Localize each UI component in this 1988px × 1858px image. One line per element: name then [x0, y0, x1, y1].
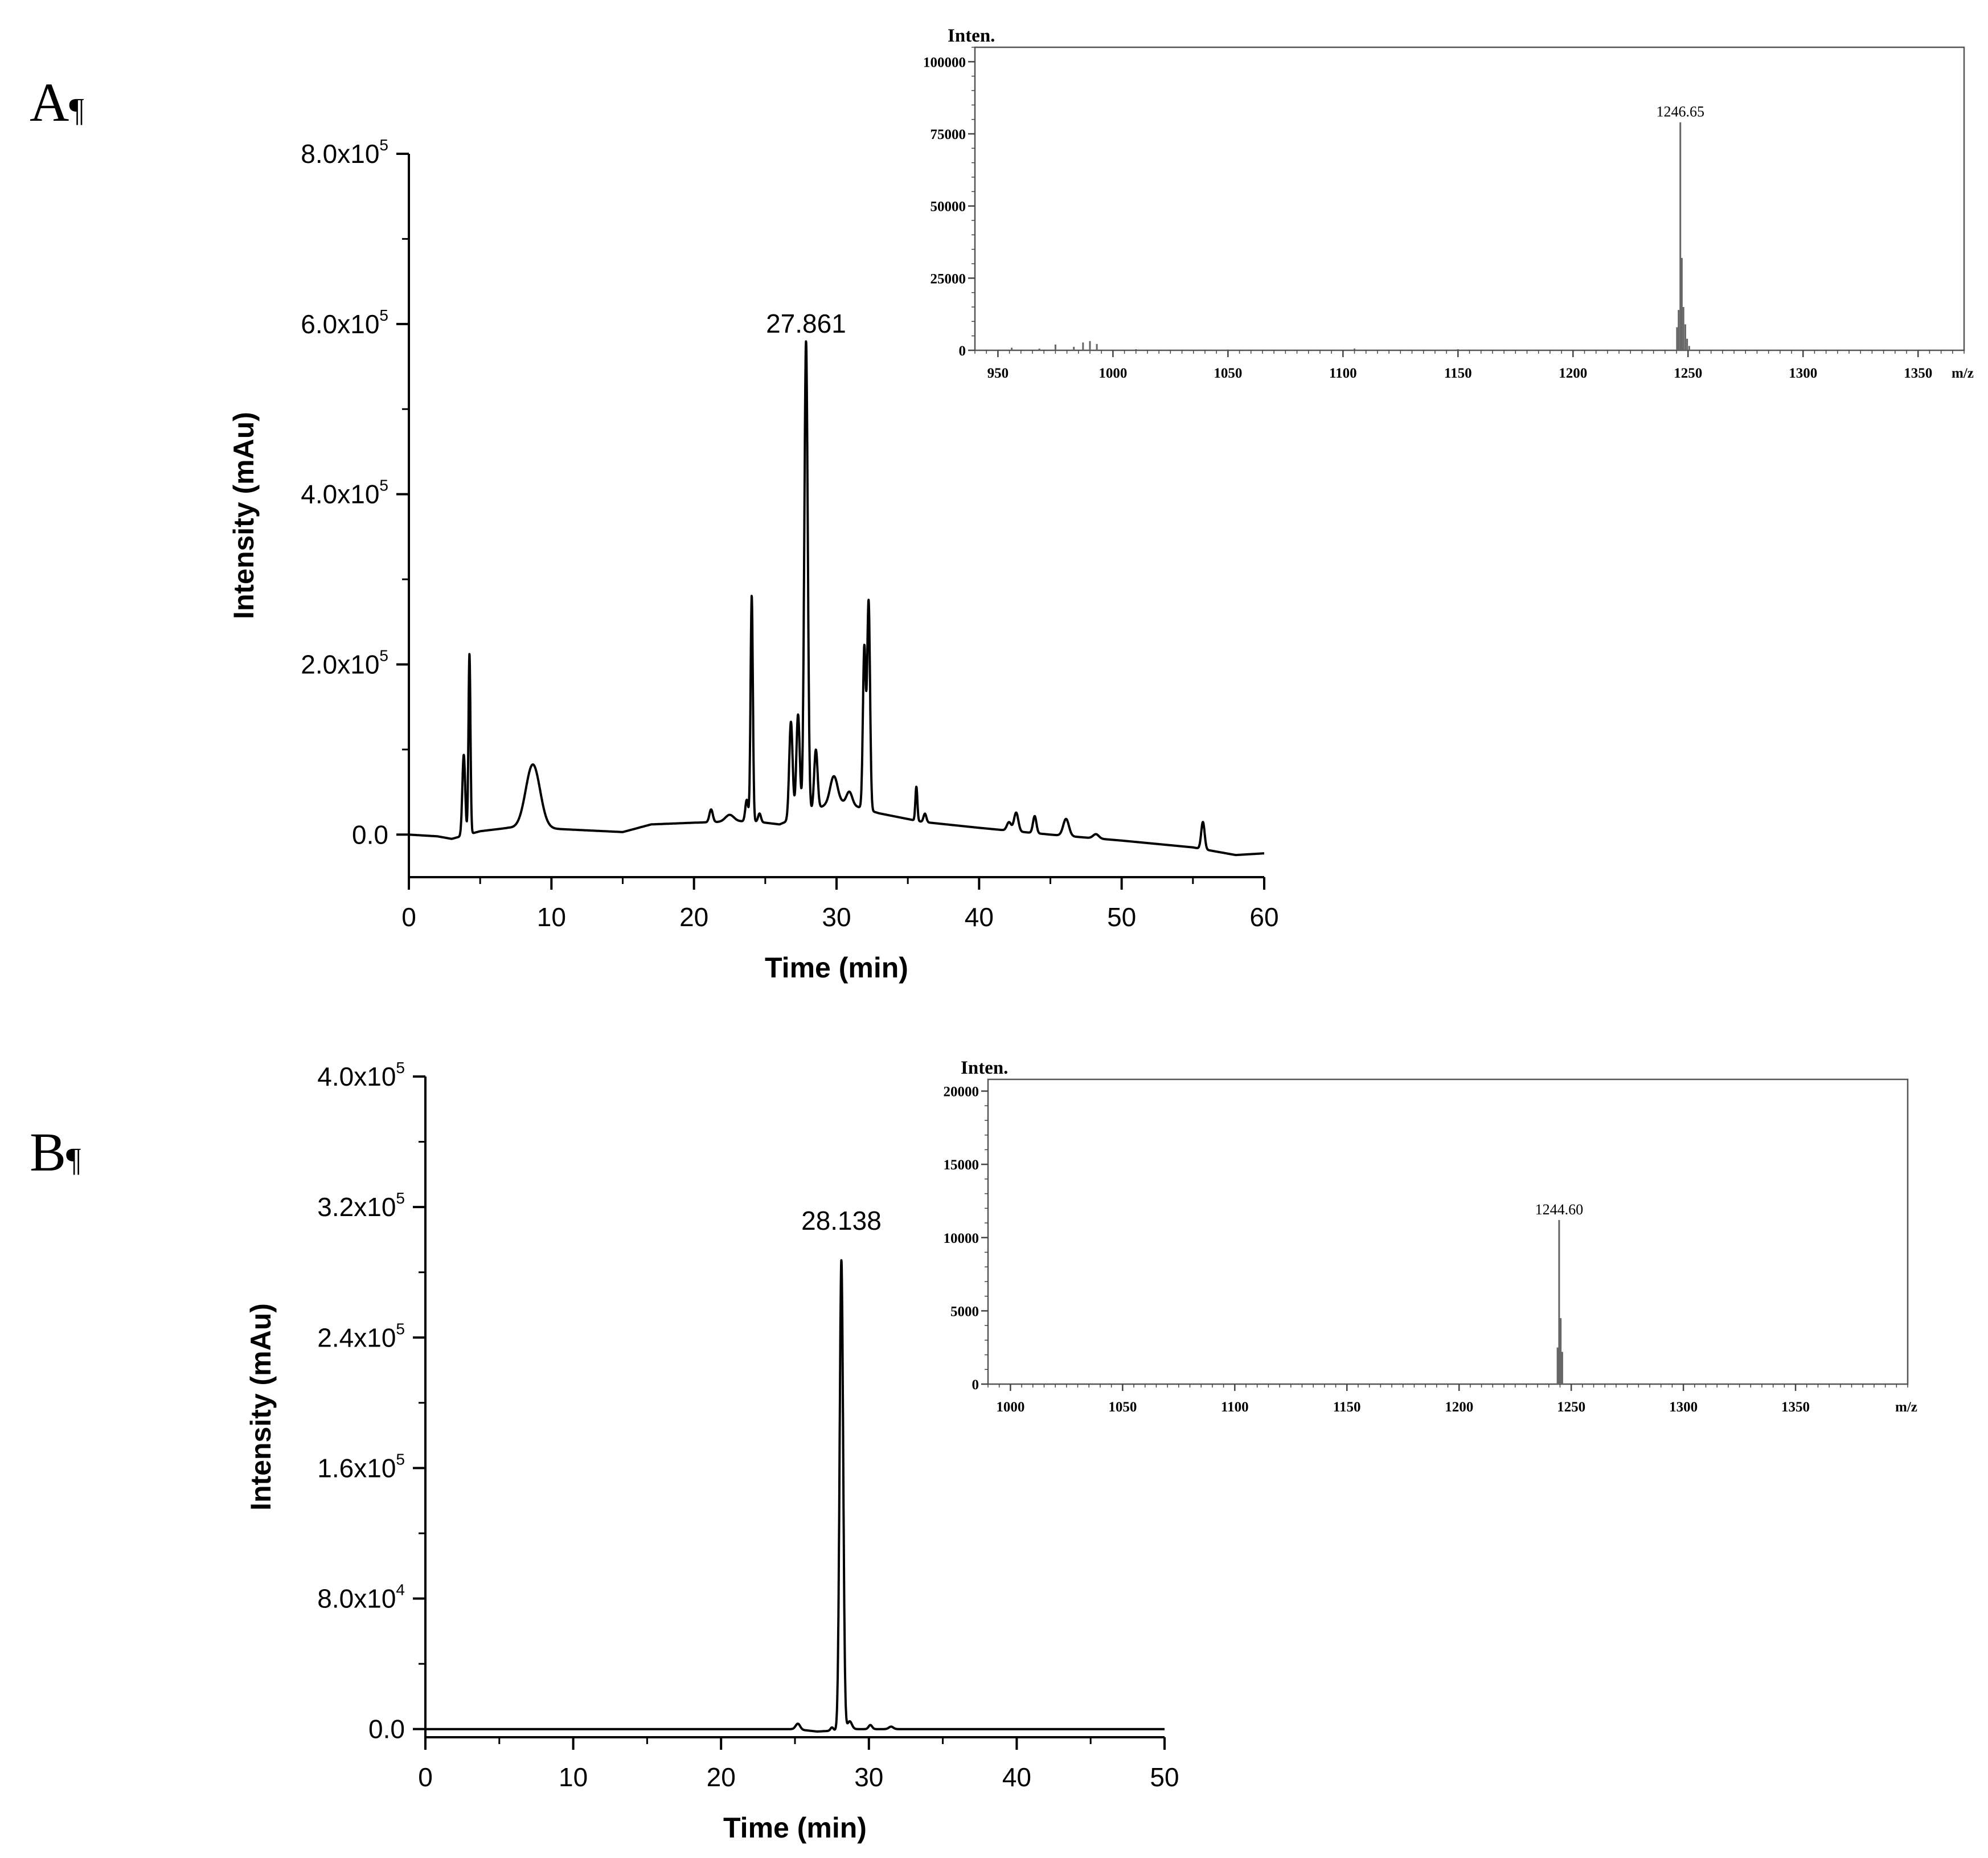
x-tick-label: 40 [965, 902, 994, 932]
y-tick-label: 20000 [944, 1084, 979, 1100]
x-tick-label: 1100 [1329, 366, 1357, 381]
x-tick-label: 50 [1107, 902, 1136, 932]
chromatogram-b: 0 10 20 30 40 50 0.0 8.0x104 1.6x105 2.4x105 3.2x1… [245, 1059, 1179, 1844]
y-tick-label: 8.0x105 [301, 136, 388, 169]
y-tick-label: 0.0 [352, 820, 388, 849]
y-tick-label: 1.6x105 [317, 1450, 405, 1483]
y-tick-label: 6.0x105 [301, 306, 388, 339]
plot-frame [974, 46, 1965, 351]
x-tick-label: 1250 [1674, 366, 1702, 381]
chromatogram-trace [408, 340, 1265, 857]
x-tick-label: 1300 [1669, 1399, 1698, 1415]
y-axis-label: Intensity (mAu) [245, 1303, 277, 1511]
x-tick-label: 1350 [1904, 366, 1932, 381]
chromatogram-trace [424, 1259, 1166, 1733]
x-tick-label: 0 [401, 902, 416, 932]
panel-label-a: A¶ [30, 72, 84, 133]
x-tick-label: 60 [1249, 902, 1278, 932]
x-tick-label: 30 [854, 1762, 883, 1792]
x-tick-label: 1200 [1445, 1399, 1473, 1415]
x-tick-label: 1150 [1333, 1399, 1361, 1415]
x-tick-label: 1050 [1214, 366, 1242, 381]
y-tick-label: 2.0x105 [301, 646, 388, 679]
x-tick-label: 1050 [1108, 1399, 1137, 1415]
peak-mz-label: 1244.60 [1535, 1201, 1584, 1218]
y-tick-label: 75000 [931, 127, 966, 142]
x-tick-label: 20 [679, 902, 708, 932]
peak-label: 28.138 [801, 1206, 882, 1235]
x-tick-label: 1300 [1789, 366, 1817, 381]
x-tick-label: 50 [1150, 1762, 1179, 1792]
x-tick-label: 950 [987, 366, 1009, 381]
mass-spectrum-a: 0 25000 50000 75000 100000 950 1000 1050 1100 115… [923, 26, 1974, 381]
x-tick-label: 1200 [1559, 366, 1587, 381]
x-axis-label: m/z [1895, 1399, 1917, 1415]
y-tick-label: 0 [959, 343, 966, 359]
peak-mz-label: 1246.65 [1656, 104, 1704, 120]
y-tick-label: 4.0x105 [301, 477, 388, 509]
x-tick-label: 1150 [1444, 366, 1472, 381]
x-tick-label: 40 [1002, 1762, 1031, 1792]
y-tick-label: 25000 [931, 271, 966, 287]
x-axis-label: Time (min) [723, 1812, 867, 1844]
panel-label-b: B¶ [30, 1122, 81, 1182]
x-axis-label: m/z [1952, 366, 1974, 381]
y-tick-label: 0 [972, 1377, 979, 1393]
x-tick-label: 10 [559, 1762, 588, 1792]
x-tick-label: 1100 [1221, 1399, 1249, 1415]
x-tick-label: 30 [822, 902, 851, 932]
y-axis-label: Inten. [948, 26, 995, 46]
y-tick-label: 0.0 [368, 1714, 405, 1744]
x-tick-label: 0 [418, 1762, 433, 1792]
x-tick-label: 1000 [1098, 366, 1127, 381]
y-tick-label: 4.0x105 [317, 1059, 405, 1091]
y-tick-label: 100000 [923, 55, 966, 70]
y-tick-label: 8.0x104 [317, 1581, 405, 1614]
x-tick-label: 1000 [996, 1399, 1024, 1415]
y-tick-label: 50000 [931, 199, 966, 215]
chromatogram-a: 0 10 20 30 40 50 60 0.0 2.0x105 4.0x105 6.0x105 8.0… [228, 136, 1279, 984]
y-tick-label: 3.2x105 [317, 1189, 405, 1222]
x-tick-label: 10 [537, 902, 566, 932]
mass-spectrum-b: 0 5000 10000 15000 20000 1000 1050 1100 1150 1200… [944, 1058, 1917, 1415]
x-tick-label: 1250 [1557, 1399, 1585, 1415]
y-tick-label: 15000 [944, 1157, 979, 1173]
x-tick-label: 20 [707, 1762, 736, 1792]
y-tick-label: 2.4x105 [317, 1320, 405, 1352]
y-axis-label: Inten. [961, 1058, 1008, 1078]
y-axis-label: Intensity (mAu) [228, 412, 260, 619]
plot-frame [987, 1078, 1909, 1385]
x-tick-label: 1350 [1781, 1399, 1810, 1415]
x-axis-label: Time (min) [765, 952, 908, 984]
y-tick-label: 10000 [944, 1231, 979, 1246]
peak-label: 27.861 [766, 309, 846, 338]
y-tick-label: 5000 [950, 1304, 979, 1319]
